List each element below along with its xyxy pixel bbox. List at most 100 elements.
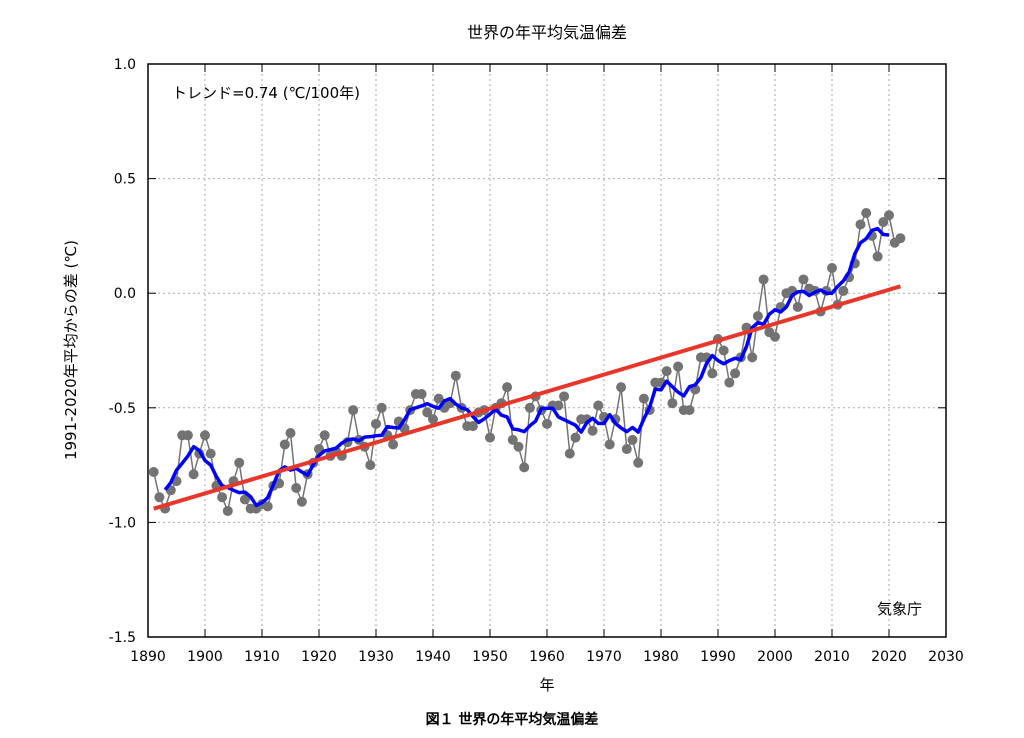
trend-line [153,284,901,511]
x-tick-label: 1960 [529,649,565,665]
y-tick-label: -1.5 [109,630,136,646]
annual-anomaly-point [182,430,193,441]
annual-anomaly-point [234,457,245,468]
annual-anomaly-point [884,210,894,221]
annual-anomaly-point [707,368,718,379]
annual-anomaly-point [450,370,461,381]
x-tick-label: 2030 [928,649,964,665]
annual-anomaly-point [502,382,513,393]
annual-anomaly-point [148,466,159,477]
x-tick-label: 1940 [415,649,451,665]
annual-anomaly-point [188,469,199,480]
annual-anomaly-point [798,274,809,285]
annual-anomaly-point [627,434,638,445]
annual-anomaly-point [667,398,678,409]
annual-anomaly-point [587,425,598,436]
x-tick-label: 2000 [757,649,793,665]
x-tick-label: 1920 [301,649,337,665]
annual-anomaly-point [217,492,228,503]
annual-anomaly-point [205,448,216,459]
annual-anomaly-point [428,414,438,425]
annual-anomaly-point [239,494,250,505]
annual-anomaly-point [593,400,604,411]
annual-anomaly-point [371,418,381,429]
x-tick-label: 1950 [472,649,508,665]
y-tick-label: 0.5 [114,172,136,188]
annual-anomaly-point [388,439,399,450]
axis-ticks: 1890 1900 1910 1920 1930 1940 1950 1960 1970 1980… [109,57,964,665]
x-tick-label: 1990 [700,649,736,665]
chart-title: 世界の年平均気温偏差 [467,23,627,42]
annual-anomaly-point [673,361,684,372]
annual-anomaly-point [718,345,729,356]
x-axis-label: 年 [539,676,554,694]
x-tick-label: 2020 [871,649,907,665]
x-tick-label: 1890 [130,649,166,665]
source-label: 気象庁 [877,600,922,618]
annual-anomaly-point [838,285,849,296]
annual-anomaly-point [319,430,330,441]
annual-anomaly-point [485,432,495,443]
annual-anomaly-point [416,389,427,400]
annual-anomaly-point [542,418,552,429]
annual-anomaly-point [291,483,302,494]
annual-anomaly-point [154,492,165,503]
x-tick-label: 1900 [187,649,223,665]
annual-anomaly-point [878,217,889,228]
annual-anomaly-point [570,432,581,443]
trend-annotation: トレンド=0.74 (℃/100年) [172,84,360,102]
annual-anomaly-point [827,262,837,273]
annual-anomaly-point [376,402,387,413]
annual-anomaly-point [730,368,741,379]
annual-anomaly-point [770,331,780,342]
annual-anomaly-point [752,311,763,322]
annual-anomaly-point [553,400,564,411]
annual-anomaly-point [222,505,233,516]
annual-anomaly-point [758,274,769,285]
annual-anomaly-point [616,382,627,393]
annual-anomaly-point [559,391,570,402]
annual-anomaly-point [507,434,518,445]
annual-anomaly-point [467,421,478,432]
annual-anomaly-point [519,462,530,473]
annual-anomaly-point [513,441,524,452]
annual-anomaly-point [604,439,615,450]
annual-anomaly-point [564,448,575,459]
annual-anomaly-point [433,393,444,404]
x-tick-label: 1930 [358,649,394,665]
annual-anomaly-point [895,233,906,244]
annual-anomaly-point [724,377,735,388]
annual-anomaly-point [422,407,433,418]
x-tick-label: 2010 [814,649,850,665]
y-axis-label: 1991-2020年平均からの差 (℃) [62,240,80,460]
annual-anomaly-point [638,393,649,404]
annual-anomaly-point [861,207,872,218]
annual-anomaly-point [621,444,632,455]
x-tick-label: 1980 [643,649,679,665]
y-tick-label: -0.5 [109,401,136,417]
annual-anomaly-point [747,352,758,363]
annual-anomaly-point [348,405,359,416]
annual-anomaly-point [365,460,376,471]
annual-anomaly-point [262,501,273,512]
annual-anomaly-point [684,405,695,416]
annual-anomaly-point [792,301,803,312]
x-tick-label: 1970 [586,649,622,665]
annual-anomaly-point [633,457,644,468]
y-tick-label: 1.0 [114,57,136,73]
figure-caption: 図１ 世界の年平均気温偏差 [426,711,599,728]
annual-anomaly-point [855,219,866,230]
annual-anomaly-point [285,428,296,439]
annual-anomaly-point [872,251,883,262]
grid [148,64,946,637]
annual-anomaly-point [200,430,210,441]
annual-anomaly-point [296,496,307,507]
annual-anomaly-point [524,402,535,413]
annual-anomaly-point [279,439,290,450]
y-tick-label: 0.0 [114,286,136,302]
y-tick-label: -1.0 [109,515,136,531]
annual-anomaly-point [661,366,672,377]
x-tick-label: 1910 [244,649,280,665]
series [148,207,906,516]
